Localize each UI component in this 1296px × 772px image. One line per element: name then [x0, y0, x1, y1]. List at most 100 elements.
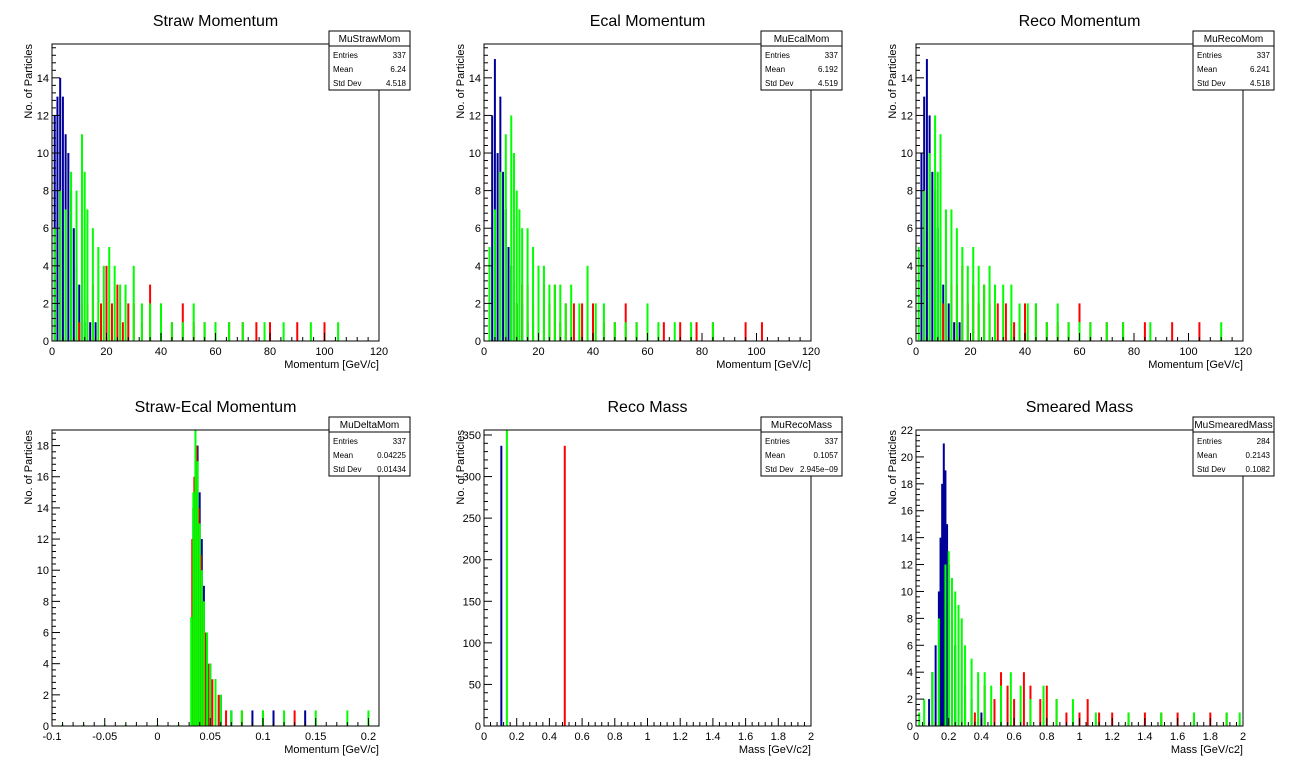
- histogram-bin: [219, 694, 222, 726]
- histogram-bin: [937, 618, 940, 726]
- histogram-bin: [263, 322, 266, 341]
- panel-5: Reco Mass 0 0.2 0.4 0.6 0.8 1 1.2 1.4 1.6 1.8 2 0 50 1…: [455, 399, 843, 756]
- histogram-bin: [957, 604, 960, 726]
- histogram-bin: [559, 284, 562, 341]
- histogram-bin: [996, 303, 999, 341]
- histogram-bin: [1045, 322, 1048, 341]
- histogram-bin: [192, 492, 195, 726]
- histogram-bin: [304, 710, 307, 726]
- x-tick-label: 1.4: [1137, 731, 1152, 743]
- histogram-bin: [56, 96, 59, 342]
- y-axis-label: No. of Particles: [887, 44, 899, 119]
- histogram-bin: [337, 322, 340, 341]
- histogram-bin: [1065, 712, 1068, 726]
- histogram-bin: [690, 322, 693, 341]
- stats-value-mean: 0.1057: [814, 451, 839, 460]
- x-axis-label: Momentum [GeV/c]: [284, 359, 379, 371]
- histogram-bin: [553, 284, 556, 341]
- histogram-bin: [944, 564, 947, 726]
- x-tick-label: 80: [696, 346, 708, 358]
- x-tick-label: 0.2: [941, 731, 956, 743]
- stats-value-stddev: 0.01434: [377, 465, 406, 474]
- histogram-bin: [206, 632, 209, 726]
- histogram-bin: [1067, 322, 1070, 341]
- y-tick-label: 0: [43, 336, 49, 348]
- histogram-bin: [1127, 712, 1130, 726]
- histogram-bin: [72, 228, 75, 341]
- histogram-bin: [1192, 712, 1195, 726]
- histogram-bin: [510, 115, 513, 341]
- histogram-bin: [1089, 322, 1092, 341]
- histogram-bin: [515, 190, 518, 341]
- histogram-bin: [205, 632, 208, 726]
- histogram-bin: [211, 679, 214, 726]
- x-tick-label: 1: [644, 731, 650, 743]
- x-tick-label: 80: [264, 346, 276, 358]
- y-tick-label: 16: [901, 506, 913, 518]
- y-tick-label: 12: [37, 110, 49, 122]
- stats-value-entries: 337: [393, 437, 407, 446]
- histogram-bin: [105, 265, 108, 341]
- y-tick-label: 10: [901, 148, 913, 160]
- y-tick-label: 6: [43, 223, 49, 235]
- y-tick-label: 300: [463, 472, 481, 484]
- histogram-bin: [207, 663, 210, 726]
- histogram-bin: [499, 171, 502, 341]
- histogram-bin: [711, 322, 714, 341]
- histogram-bin: [983, 672, 986, 726]
- stats-value-entries: 337: [393, 51, 407, 60]
- stats-box: MuStrawMom Entries 337 Mean 6.24 Std Dev 4.518: [328, 30, 411, 91]
- histogram-bin: [953, 322, 956, 341]
- stats-label-stddev: Std Dev: [333, 79, 361, 88]
- y-tick-label: 10: [37, 565, 49, 577]
- histogram-bin: [563, 445, 566, 726]
- y-tick-label: 10: [901, 586, 913, 598]
- x-tick-label: -0.1: [43, 731, 62, 743]
- y-tick-label: 0: [907, 721, 913, 733]
- histogram-bin: [657, 322, 660, 341]
- stats-box-name: MuRecoMom: [1204, 34, 1263, 45]
- histogram-bin: [500, 445, 503, 726]
- y-tick-label: 4: [43, 659, 49, 671]
- histogram-bin: [196, 461, 199, 726]
- histogram-bin: [955, 228, 958, 341]
- stats-value-mean: 0.04225: [377, 451, 406, 460]
- histogram-bin: [116, 284, 119, 341]
- histogram-bin: [149, 303, 152, 341]
- histogram-bin: [1143, 322, 1146, 341]
- histogram-bin: [70, 171, 73, 341]
- histogram-bin: [199, 554, 202, 726]
- x-axis-label: Mass [GeV/c2]: [739, 744, 811, 756]
- histogram-bin: [942, 303, 945, 341]
- x-tick-label: 0.4: [974, 731, 989, 743]
- histogram-bin: [977, 265, 980, 341]
- histogram-bin: [970, 658, 973, 726]
- histogram-bin: [1006, 685, 1009, 726]
- histogram-bin: [946, 524, 949, 726]
- x-tick-label: 1.2: [673, 731, 688, 743]
- histogram-bin: [1022, 672, 1025, 726]
- histogram-bin: [241, 322, 244, 341]
- histogram-bin: [78, 322, 81, 341]
- stats-value-stddev: 0.1082: [1246, 465, 1271, 474]
- histogram-bin: [1055, 699, 1058, 726]
- x-tick-label: 1.8: [1203, 731, 1218, 743]
- stats-label-stddev: Std Dev: [1197, 79, 1225, 88]
- x-tick-label: 0.8: [607, 731, 622, 743]
- x-tick-label: 60: [209, 346, 221, 358]
- histogram-bin: [966, 265, 969, 341]
- stats-value-stddev: 4.518: [386, 79, 407, 88]
- series-blue: [500, 445, 503, 726]
- y-tick-label: 2: [907, 694, 913, 706]
- histogram-bin: [744, 322, 747, 341]
- histogram-bin: [695, 322, 698, 341]
- x-tick-label: 0: [913, 346, 919, 358]
- histogram-bin: [1034, 303, 1037, 341]
- y-tick-label: 4: [475, 261, 481, 273]
- stats-label-mean: Mean: [333, 451, 353, 460]
- histogram-bin: [201, 601, 204, 726]
- histogram-bin: [191, 539, 194, 726]
- panel-1: Straw Momentum 0 20 40 60 80 100 120 0 2 4 6 8 10 12 14…: [23, 13, 411, 371]
- x-tick-label: 100: [747, 346, 765, 358]
- stats-label-entries: Entries: [1197, 51, 1222, 60]
